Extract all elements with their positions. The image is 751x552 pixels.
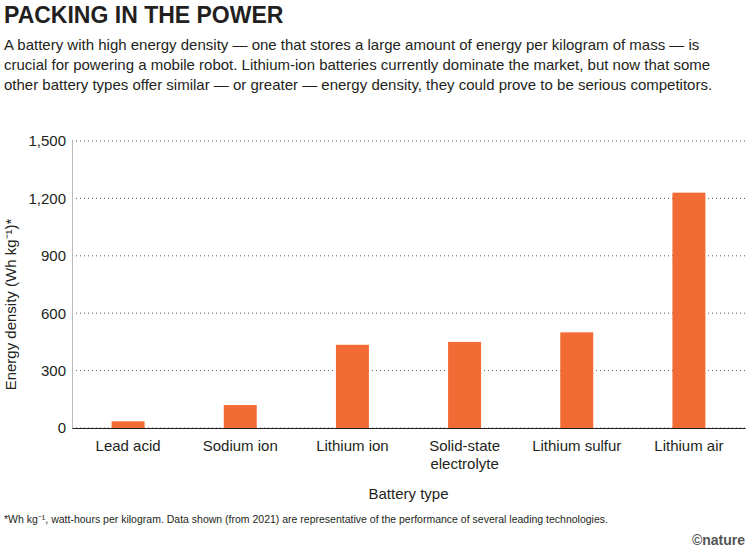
subtitle: A battery with high energy density — one… <box>4 36 712 93</box>
x-tick-label: Lithium ion <box>316 437 389 454</box>
bar <box>672 193 705 428</box>
grid-line <box>72 370 745 371</box>
y-tick-label: 600 <box>41 305 66 322</box>
x-tick: Lithium air <box>654 428 723 454</box>
x-tick-label: Solid-stateelectrolyte <box>429 437 500 472</box>
y-tick: 900 <box>41 247 72 264</box>
grid-line <box>72 428 745 429</box>
credit: ©nature <box>692 532 745 548</box>
y-tick: 1,200 <box>28 190 72 207</box>
y-tick-label: 300 <box>41 362 66 379</box>
x-tick-label: Sodium ion <box>203 437 278 454</box>
grid-line <box>72 198 745 199</box>
x-tick-label: Lithium air <box>654 437 723 454</box>
y-tick-label: 900 <box>41 247 66 264</box>
y-tick-label: 1,500 <box>28 132 66 149</box>
x-tick: Lithium ion <box>316 428 389 454</box>
x-tick: Lithium sulfur <box>532 428 621 454</box>
grid-line <box>72 141 745 142</box>
bar <box>560 332 593 428</box>
title: PACKING IN THE POWER <box>4 2 284 28</box>
y-axis: 0 300 600 900 1,200 1,500 <box>28 132 72 436</box>
x-axis: Lead acid Sodium ion Lithium ion Solid-stat… <box>73 428 746 472</box>
grid-line <box>72 255 745 256</box>
grid-line <box>72 313 745 314</box>
bar <box>448 342 481 428</box>
y-tick: 0 <box>58 419 72 436</box>
y-tick: 600 <box>41 305 72 322</box>
x-axis-title: Battery type <box>368 485 448 502</box>
y-axis-title: Energy density (Wh kg⁻¹)* <box>2 218 19 390</box>
x-tick: Solid-stateelectrolyte <box>429 428 500 472</box>
y-tick-label: 1,200 <box>28 190 66 207</box>
bar <box>112 421 145 428</box>
y-axis-line <box>72 142 73 429</box>
grid <box>72 141 745 428</box>
x-tick-label: Lithium sulfur <box>532 437 621 454</box>
x-tick: Lead acid <box>96 428 161 454</box>
y-tick: 300 <box>41 362 72 379</box>
y-tick-label: 0 <box>58 419 66 436</box>
bar <box>224 405 257 428</box>
x-axis-line <box>73 428 746 429</box>
x-tick: Sodium ion <box>203 428 278 454</box>
y-tick: 1,500 <box>28 132 72 149</box>
footnote: *Wh kg⁻¹, watt-hours per kilogram. Data … <box>4 513 608 525</box>
bars <box>112 193 706 428</box>
x-tick-label: Lead acid <box>96 437 161 454</box>
bar <box>336 345 369 428</box>
